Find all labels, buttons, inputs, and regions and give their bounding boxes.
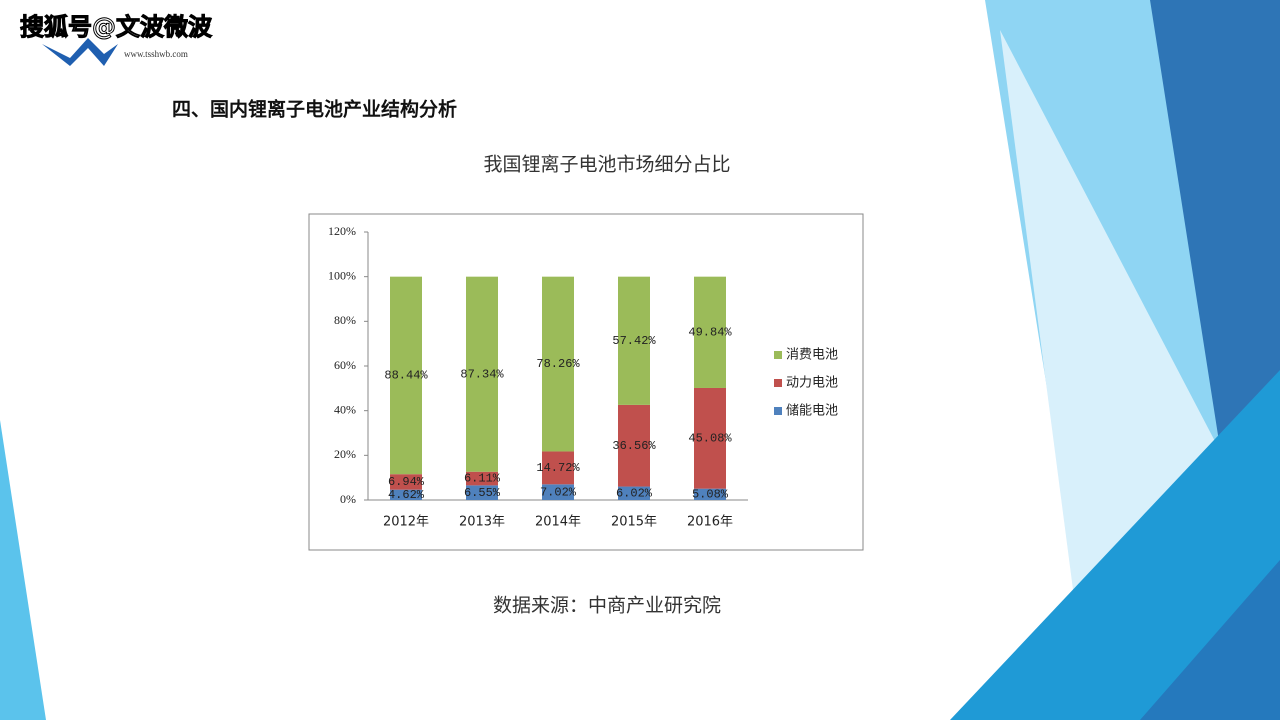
value-label: 7.02% bbox=[540, 485, 577, 499]
chart: 0% 20% 40% 60% 80% 100% 120% 2012年 4.62%6.94% 88.… bbox=[328, 224, 838, 530]
bar-segment bbox=[542, 451, 574, 485]
bar-segment bbox=[618, 276, 650, 405]
bar-segment bbox=[694, 387, 726, 489]
x-tick-label: 2012年 bbox=[383, 515, 429, 530]
decor bbox=[950, 370, 1280, 720]
x-tick-label: 2013年 bbox=[459, 515, 505, 530]
y-tick-label: 100% bbox=[328, 268, 356, 282]
value-label: 87.34% bbox=[460, 367, 504, 381]
x-tick-label: 2014年 bbox=[535, 515, 581, 530]
value-label: 6.02% bbox=[616, 486, 653, 500]
y-tick-label: 20% bbox=[334, 447, 356, 461]
value-label: 45.08% bbox=[688, 431, 732, 445]
watermark: 搜狐号@文波微波 bbox=[20, 13, 213, 41]
bar-segment bbox=[466, 471, 498, 486]
legend-label: 储能电池 bbox=[786, 404, 838, 419]
heading: 四、国内锂离子电池产业结构分析 bbox=[172, 98, 457, 121]
y-tick-label: 120% bbox=[328, 224, 356, 238]
x-tick-label: 2016年 bbox=[687, 515, 733, 530]
value-label: 49.84% bbox=[688, 325, 732, 339]
chart-title: 我国锂离子电池市场细分占比 bbox=[483, 154, 730, 176]
decor bbox=[1150, 0, 1280, 480]
bar-segment bbox=[466, 276, 498, 472]
bar-segment bbox=[618, 404, 650, 487]
value-label: 6.94% bbox=[388, 475, 425, 489]
bar-segment bbox=[542, 484, 574, 500]
bar-segment bbox=[390, 276, 422, 475]
legend-swatch bbox=[774, 351, 782, 359]
bar-segment bbox=[542, 276, 574, 452]
legend-swatch bbox=[774, 407, 782, 415]
bar-segment bbox=[390, 474, 422, 490]
y-tick-label: 40% bbox=[334, 402, 356, 416]
value-label: 6.55% bbox=[464, 486, 501, 500]
value-label: 5.08% bbox=[692, 487, 729, 501]
value-label: 88.44% bbox=[384, 369, 428, 383]
decor bbox=[1140, 560, 1280, 720]
bar-segment bbox=[694, 276, 726, 388]
bar-segment bbox=[694, 488, 726, 500]
logo-url: www.tsshwb.com bbox=[124, 49, 188, 59]
y-tick-label: 80% bbox=[334, 313, 356, 327]
value-label: 6.11% bbox=[464, 472, 501, 486]
bar-segment bbox=[390, 489, 422, 500]
legend-label: 动力电池 bbox=[786, 376, 838, 391]
value-label: 78.26% bbox=[536, 357, 580, 371]
value-label: 14.72% bbox=[536, 461, 580, 475]
bar-segment bbox=[466, 485, 498, 500]
logo bbox=[42, 38, 118, 66]
decor bbox=[0, 420, 46, 720]
y-tick-label: 60% bbox=[334, 358, 356, 372]
y-tick-label: 0% bbox=[340, 492, 356, 506]
x-tick-label: 2015年 bbox=[611, 515, 657, 530]
source: 数据来源：中商产业研究院 bbox=[493, 595, 721, 617]
bar-segment bbox=[618, 486, 650, 500]
value-label: 36.56% bbox=[612, 439, 656, 453]
value-label: 4.62% bbox=[388, 488, 425, 502]
legend-label: 消费电池 bbox=[786, 348, 838, 363]
value-label: 57.42% bbox=[612, 334, 656, 348]
legend-swatch bbox=[774, 379, 782, 387]
